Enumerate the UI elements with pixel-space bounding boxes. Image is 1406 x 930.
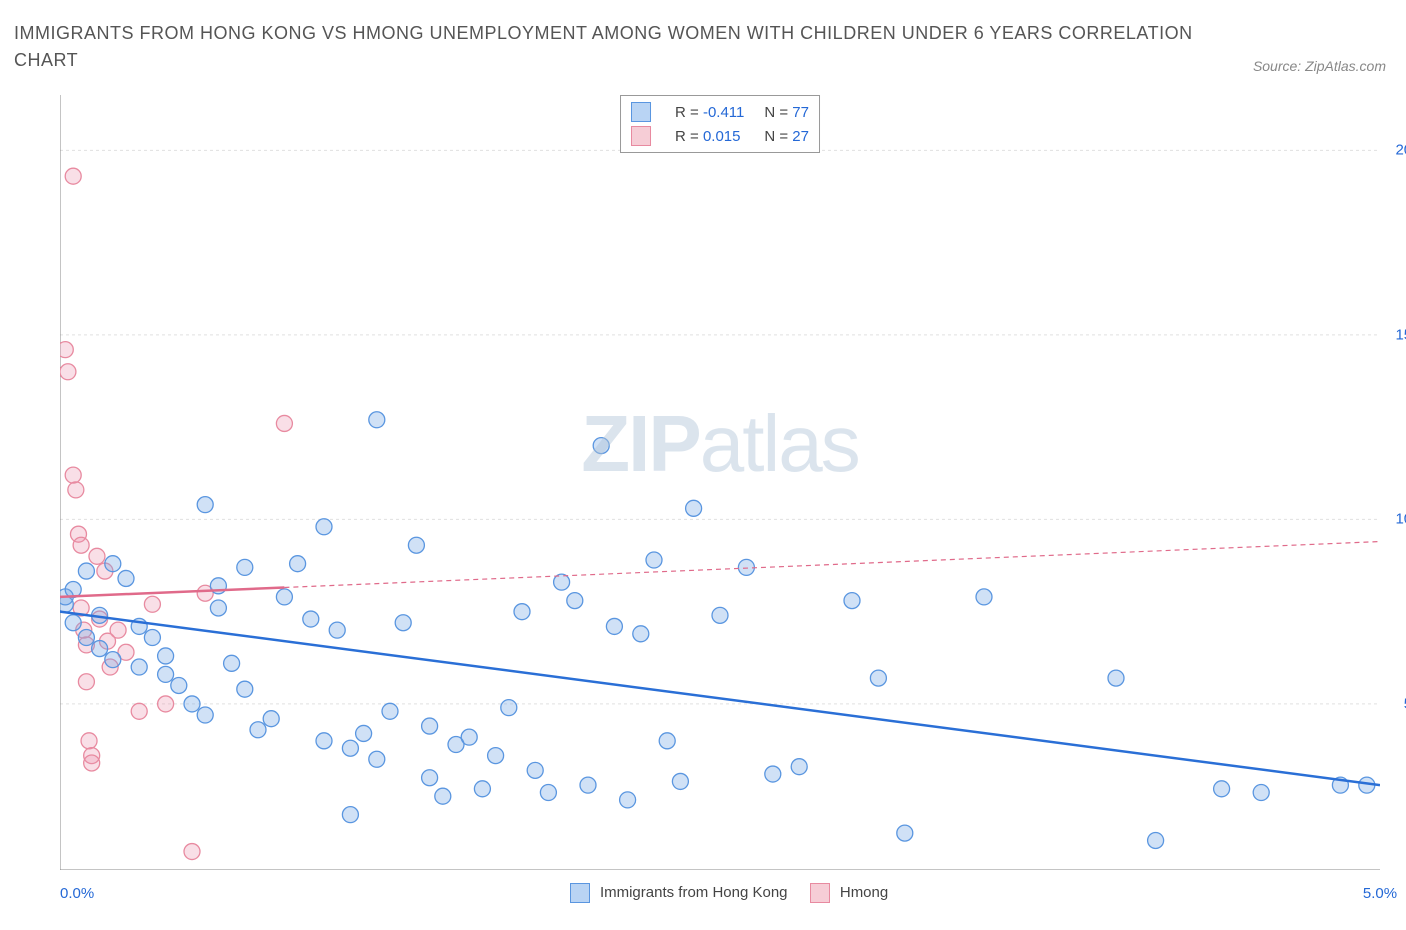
- legend-label-1: Hmong: [840, 884, 888, 901]
- swatch-series-0-bottom: [570, 883, 590, 903]
- legend-r-value-0: -0.411: [703, 104, 744, 121]
- source-attribution: Source: ZipAtlas.com: [1253, 58, 1386, 74]
- plot-area: R = -0.411 N = 77 R = 0.015 N = 27 ZIPat…: [60, 95, 1380, 870]
- legend-r-value-1: 0.015: [703, 128, 741, 145]
- legend-n-label: N =: [764, 104, 788, 121]
- y-tick-label: 15.0%: [1395, 326, 1406, 343]
- chart-container: IMMIGRANTS FROM HONG KONG VS HMONG UNEMP…: [0, 0, 1406, 930]
- legend-r-label: R =: [675, 128, 699, 145]
- legend-r-label: R =: [675, 104, 699, 121]
- swatch-series-1: [631, 126, 651, 146]
- y-tick-label: 20.0%: [1395, 142, 1406, 159]
- legend-stats-box: R = -0.411 N = 77 R = 0.015 N = 27: [620, 95, 820, 153]
- chart-title: IMMIGRANTS FROM HONG KONG VS HMONG UNEMP…: [14, 20, 1206, 74]
- scatter-svg: [60, 95, 1380, 870]
- legend-label-0: Immigrants from Hong Kong: [600, 884, 788, 901]
- swatch-series-0: [631, 102, 651, 122]
- legend-series-names: Immigrants from Hong Kong Hmong: [60, 883, 1380, 903]
- legend-n-value-0: 77: [792, 104, 809, 121]
- legend-row-series-0: R = -0.411 N = 77: [621, 100, 819, 124]
- y-tick-label: 10.0%: [1395, 511, 1406, 528]
- swatch-series-1-bottom: [810, 883, 830, 903]
- legend-n-label: N =: [764, 128, 788, 145]
- legend-row-series-1: R = 0.015 N = 27: [621, 124, 819, 148]
- legend-n-value-1: 27: [792, 128, 809, 145]
